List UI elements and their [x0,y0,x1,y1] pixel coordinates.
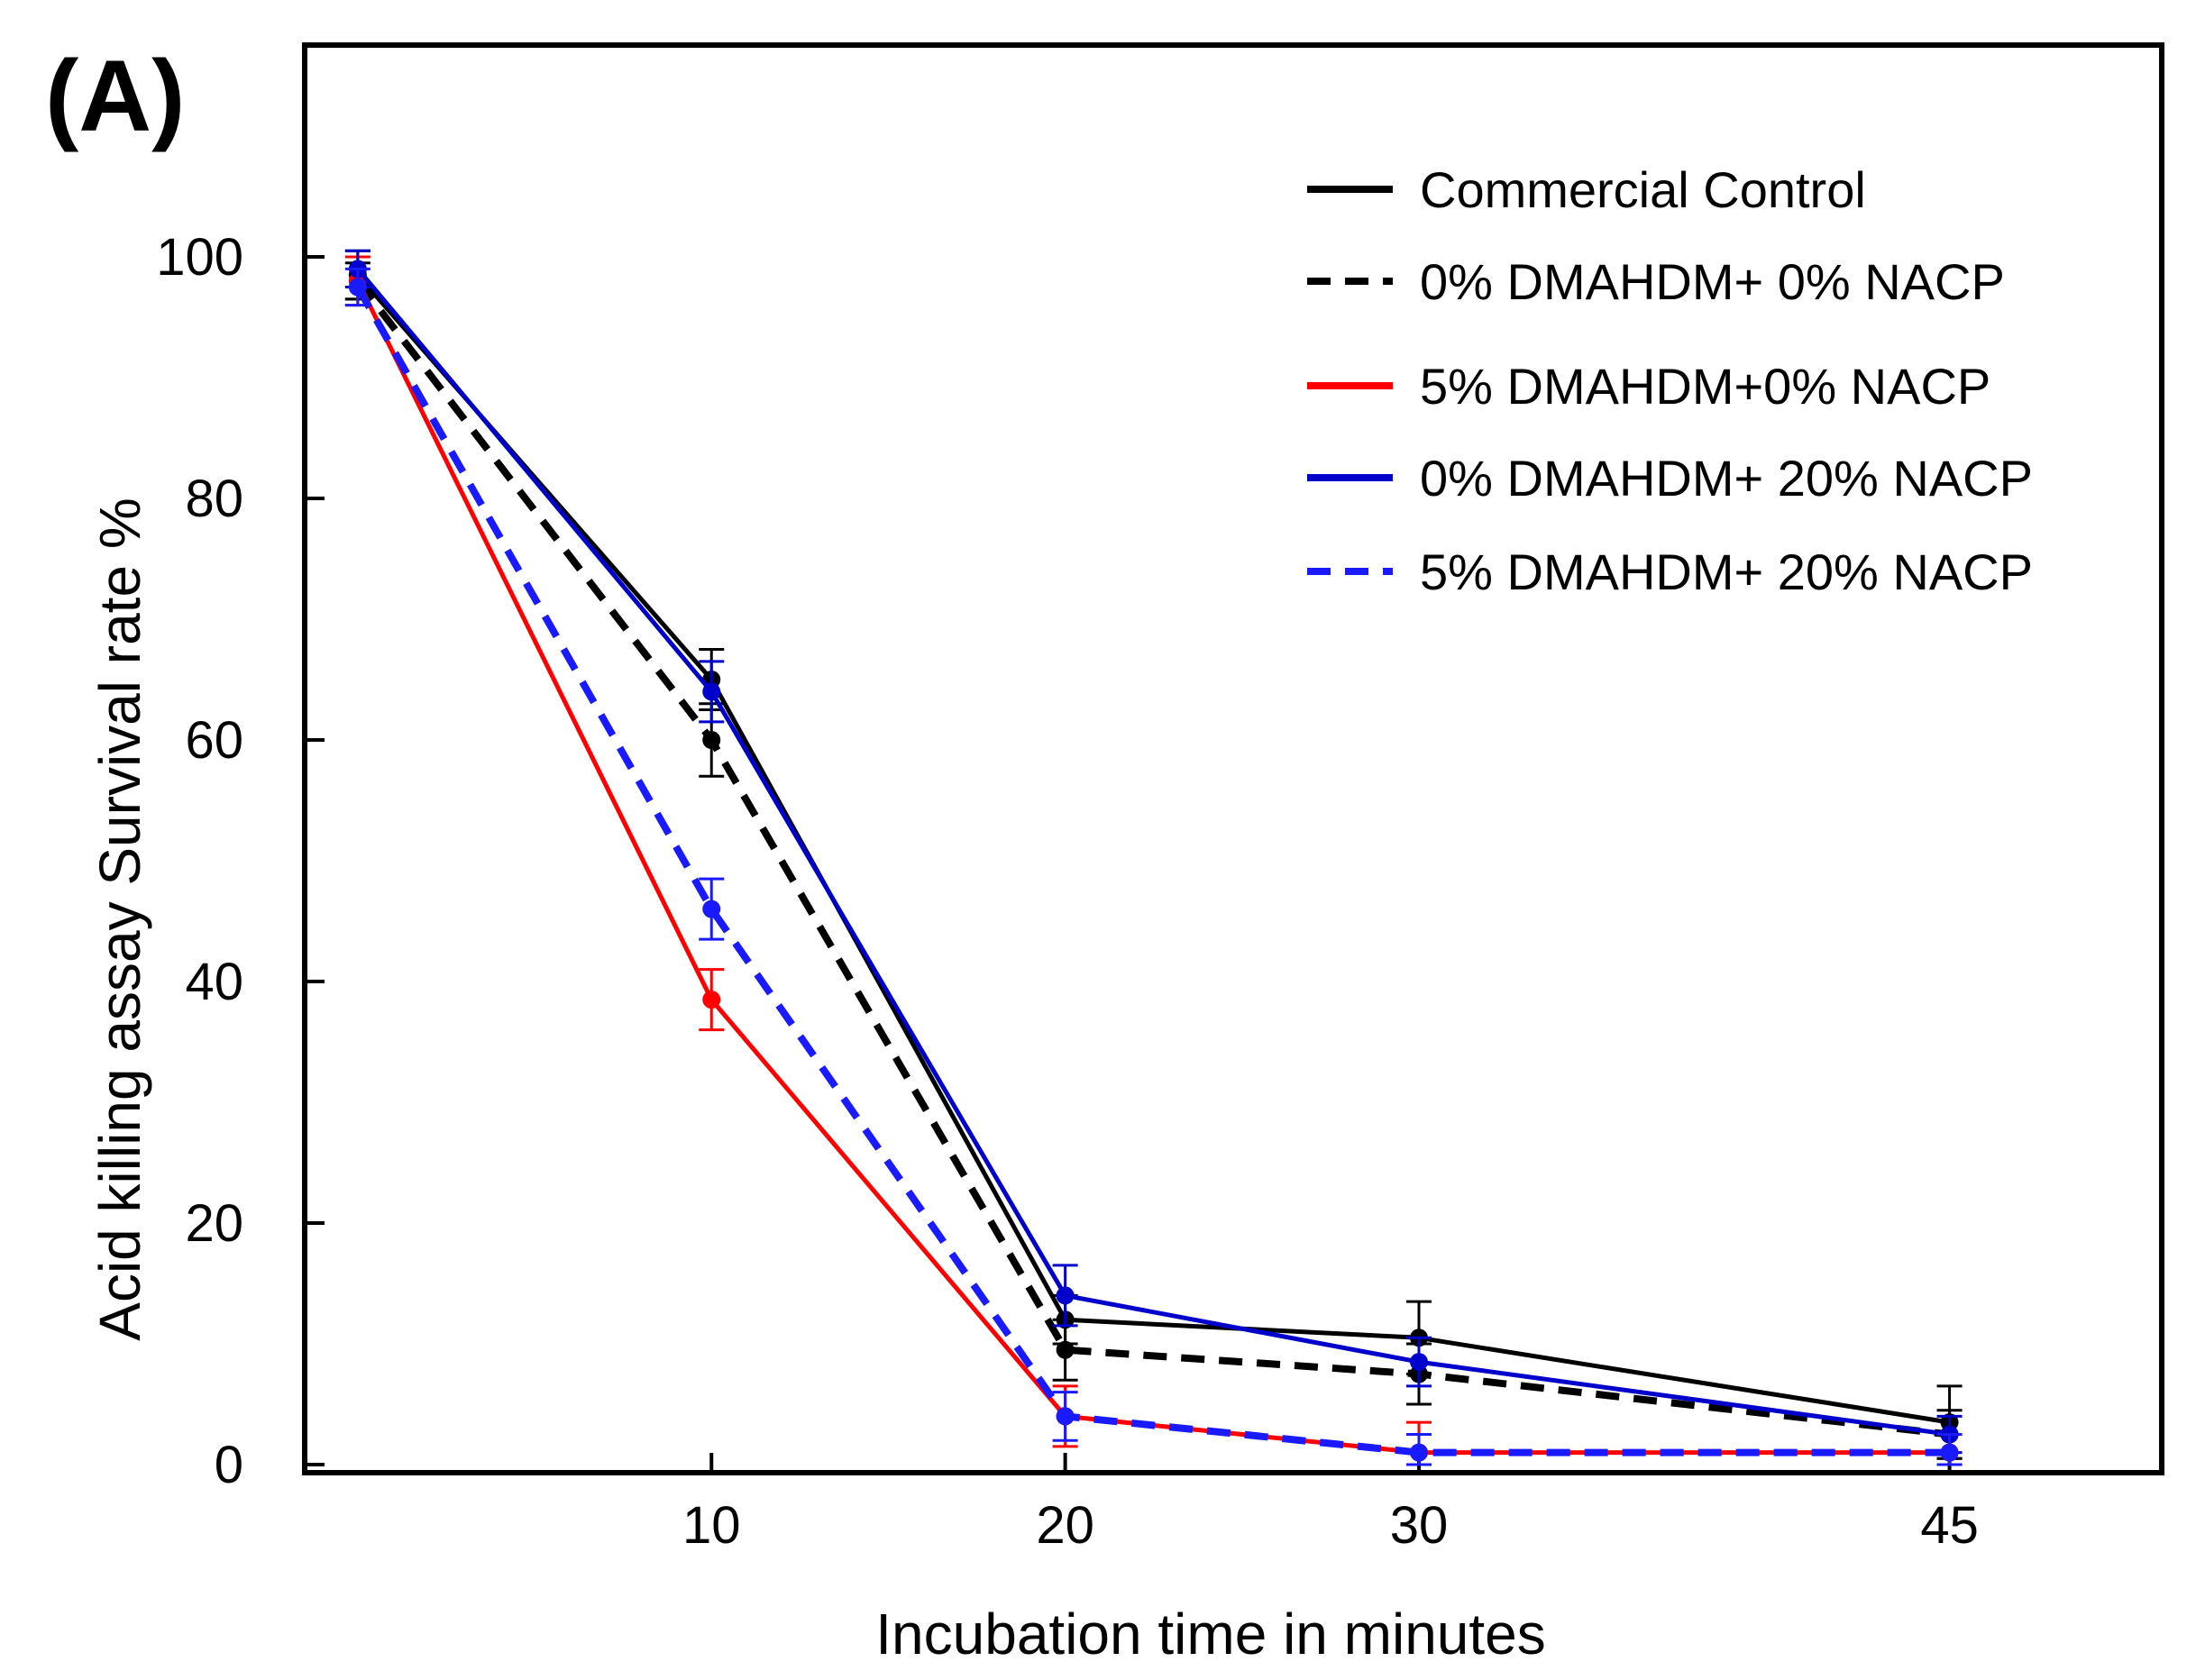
series-group [345,251,1963,1458]
series-group [345,257,1963,1465]
y-tick-label: 100 [156,228,243,287]
x-tick-label: 30 [1390,1496,1449,1555]
data-point [702,991,720,1009]
series-group [345,263,1963,1459]
series-line [358,269,1950,1434]
legend-label: 0% DMAHDM+ 0% NACP [1420,253,2005,310]
data-point [1057,1286,1075,1304]
data-point [1941,1444,1959,1462]
x-axis-ticks: 10 20 30 45 [682,1453,1979,1555]
series-group [345,251,1963,1452]
data-point [702,682,720,700]
panel-label: (A) [45,40,185,152]
y-tick-label: 40 [185,953,243,1011]
legend-label: 5% DMAHDM+ 20% NACP [1420,543,2033,600]
x-tick-label: 10 [682,1496,741,1555]
data-point [349,278,367,297]
y-tick-label: 80 [185,470,243,528]
series-line [358,275,1950,1422]
chart-svg: (A) 0 20 40 60 80 100 10 20 30 45 Commercial Con… [0,0,2196,1675]
x-tick-label: 20 [1036,1496,1094,1555]
y-tick-label: 0 [215,1436,243,1494]
data-point [1057,1341,1075,1359]
x-axis-title: Incubation time in minutes [875,1602,1546,1666]
legend-label: 0% DMAHDM+ 20% NACP [1420,450,2033,507]
data-point [1057,1407,1075,1425]
x-tick-label: 45 [1920,1496,1979,1555]
data-point [1410,1444,1428,1462]
chart-figure: (A) 0 20 40 60 80 100 10 20 30 45 Commercial Con… [0,0,2196,1675]
y-axis-ticks: 0 20 40 60 80 100 [156,228,325,1494]
legend-label: Commercial Control [1420,161,1866,218]
data-point [702,900,720,918]
series-layer [345,251,1963,1465]
legend-label: 5% DMAHDM+0% NACP [1420,358,1990,415]
y-tick-label: 20 [185,1194,243,1253]
y-axis-title: Acid killing assay Survival rate % [87,498,152,1340]
data-point [702,731,720,749]
legend: Commercial Control 0% DMAHDM+ 0% NACP 5% D… [1307,161,2033,600]
data-point [1410,1353,1428,1371]
series-group [345,269,1963,1465]
y-tick-label: 60 [185,711,243,770]
